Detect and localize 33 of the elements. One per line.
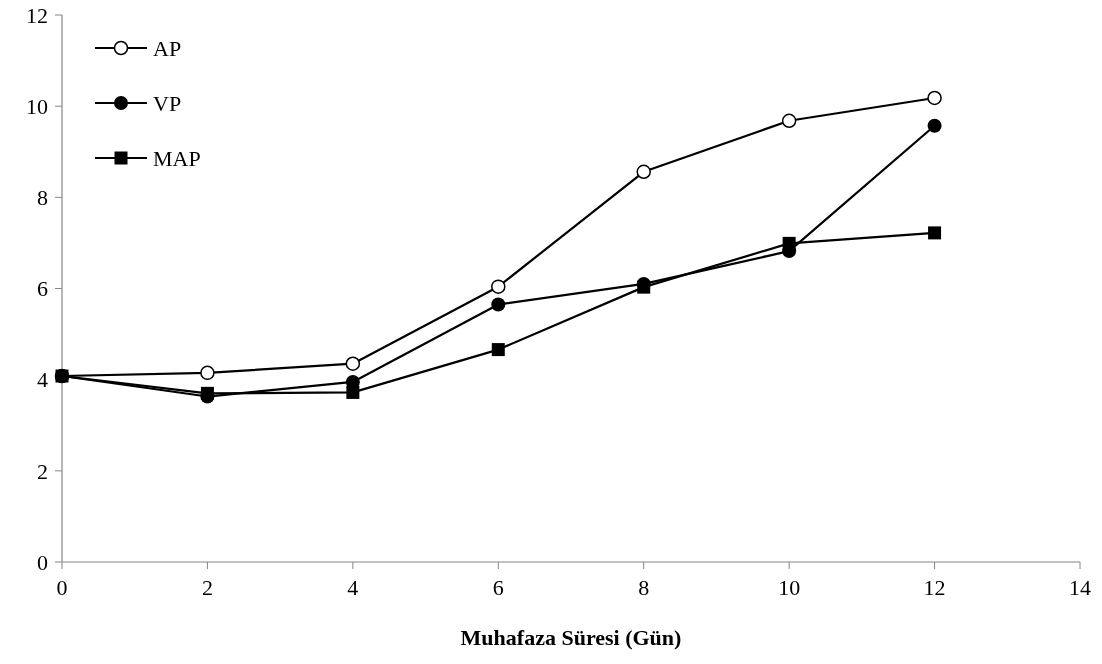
x-tick-label: 12 bbox=[923, 575, 946, 600]
y-tick-label: 8 bbox=[37, 185, 48, 211]
point bbox=[200, 365, 215, 381]
point bbox=[491, 343, 505, 357]
x-tick-label: 6 bbox=[492, 575, 504, 600]
point bbox=[491, 279, 506, 294]
point bbox=[927, 118, 942, 133]
point bbox=[782, 236, 796, 250]
point bbox=[345, 356, 361, 371]
x-tick-label: 14 bbox=[1069, 575, 1091, 600]
x-tick-label: 8 bbox=[638, 575, 650, 600]
y-tick-label: 4 bbox=[37, 367, 48, 393]
point bbox=[636, 164, 651, 180]
point bbox=[637, 280, 651, 294]
x-axis-title: Muhafaza Süresi (Gün) bbox=[460, 625, 682, 650]
x-tick-label: 10 bbox=[778, 575, 801, 600]
x-tick-label: 0 bbox=[56, 575, 68, 600]
y-tick-label: 10 bbox=[26, 93, 48, 119]
point bbox=[781, 113, 797, 128]
point bbox=[928, 226, 942, 240]
x-tick-label: 4 bbox=[347, 575, 359, 600]
y-tick-label: 2 bbox=[37, 458, 48, 484]
legend-label: VP bbox=[153, 90, 182, 116]
y-tick-label: 12 bbox=[26, 2, 48, 28]
legend-label: AP bbox=[153, 35, 182, 61]
x-tick-label: 2 bbox=[201, 575, 213, 600]
point bbox=[200, 386, 214, 400]
y-tick-label: 0 bbox=[37, 549, 48, 575]
point bbox=[346, 385, 360, 399]
y-tick-label: 6 bbox=[37, 276, 48, 302]
legend-label: MAP bbox=[153, 145, 201, 171]
point bbox=[491, 297, 506, 312]
point bbox=[927, 90, 942, 106]
